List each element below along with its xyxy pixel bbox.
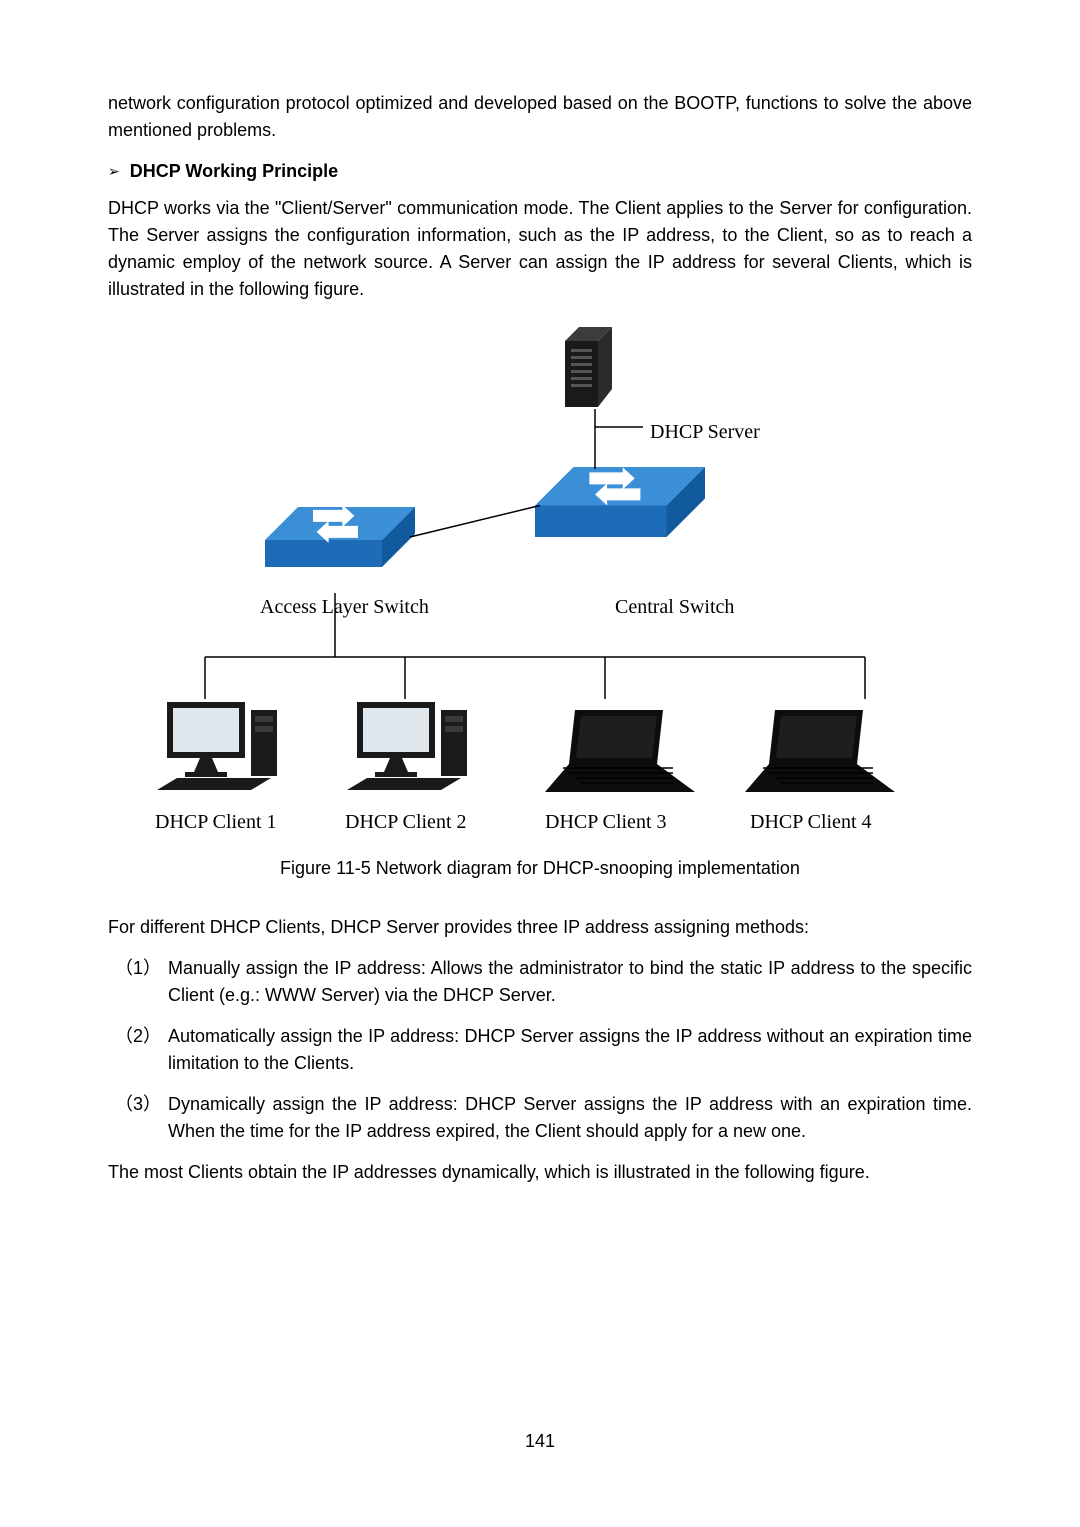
methods-intro: For different DHCP Clients, DHCP Server … (108, 914, 972, 941)
closing-paragraph: The most Clients obtain the IP addresses… (108, 1159, 972, 1186)
diagram-label: DHCP Client 3 (545, 807, 667, 837)
dhcp-heading: ➢ DHCP Working Principle (108, 158, 972, 185)
method-text: Dynamically assign the IP address: DHCP … (168, 1091, 972, 1145)
method-number: （2） (108, 1023, 168, 1077)
method-item: （1）Manually assign the IP address: Allow… (108, 955, 972, 1009)
heading-bullet: ➢ (108, 161, 120, 182)
heading-text: DHCP Working Principle (130, 158, 338, 185)
principle-paragraph: DHCP works via the "Client/Server" commu… (108, 195, 972, 303)
page-number: 141 (0, 1428, 1080, 1455)
methods-list: （1）Manually assign the IP address: Allow… (108, 955, 972, 1145)
method-number: （1） (108, 955, 168, 1009)
network-diagram: DHCP Server Central Switch Access Layer Sw… (145, 327, 935, 837)
diagram-label: DHCP Server (650, 417, 760, 447)
diagram-label: Access Layer Switch (260, 592, 429, 622)
method-text: Manually assign the IP address: Allows t… (168, 955, 972, 1009)
method-number: （3） (108, 1091, 168, 1145)
figure-caption: Figure 11-5 Network diagram for DHCP-sno… (108, 855, 972, 882)
diagram-label: DHCP Client 2 (345, 807, 467, 837)
intro-paragraph: network configuration protocol optimized… (108, 90, 972, 144)
diagram-label: Central Switch (615, 592, 734, 622)
figure-container: DHCP Server Central Switch Access Layer Sw… (108, 327, 972, 837)
method-text: Automatically assign the IP address: DHC… (168, 1023, 972, 1077)
method-item: （3）Dynamically assign the IP address: DH… (108, 1091, 972, 1145)
diagram-label: DHCP Client 1 (155, 807, 277, 837)
diagram-label: DHCP Client 4 (750, 807, 872, 837)
method-item: （2）Automatically assign the IP address: … (108, 1023, 972, 1077)
